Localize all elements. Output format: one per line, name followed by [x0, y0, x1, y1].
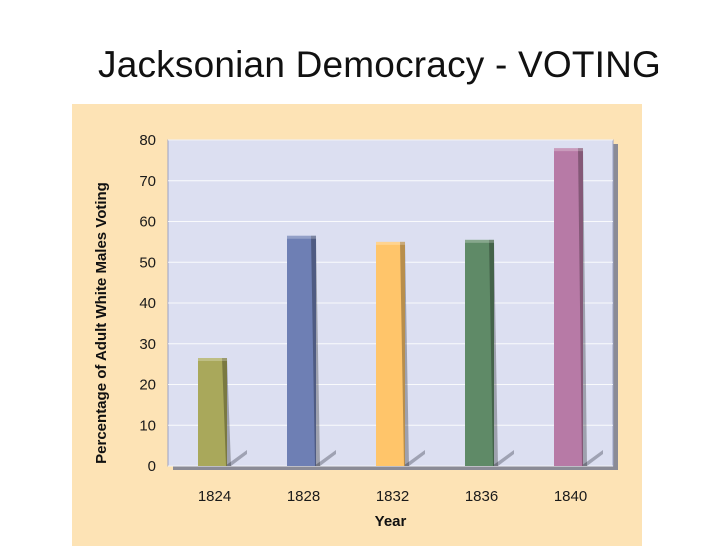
y-tick-label: 20	[139, 377, 156, 394]
bar-1828	[287, 235, 336, 466]
y-tick-label: 30	[139, 336, 156, 353]
x-tick-label: 1824	[198, 488, 231, 505]
slide-title: Jacksonian Democracy - VOTING	[98, 44, 662, 85]
bar-shadow	[314, 450, 336, 466]
bar-front	[287, 235, 316, 466]
y-tick-label: 60	[139, 214, 156, 231]
bar-edge	[222, 358, 231, 466]
bar-shadow	[492, 450, 514, 466]
x-tick-labels: 1824 1828 1832 1836 1840	[198, 488, 587, 505]
y-tick-label: 0	[148, 458, 156, 475]
x-tick-label: 1836	[465, 488, 498, 505]
bar-shadow	[225, 450, 247, 466]
bar-highlight	[376, 241, 405, 245]
bar-edge	[578, 148, 587, 466]
bar-front	[376, 241, 405, 466]
bar-1824	[198, 358, 247, 466]
bar-highlight	[287, 235, 316, 239]
chart-panel: 0 10 20 30 40 50 60 70 80 1824 1828 1832 1836 1840 Y…	[72, 104, 642, 546]
y-tick-label: 50	[139, 254, 156, 271]
bar-front	[198, 358, 227, 466]
bar-edge	[489, 239, 498, 466]
bar-highlight	[554, 148, 583, 152]
bar-front	[554, 148, 583, 466]
bar-edge	[400, 241, 409, 466]
bar-shadow	[403, 450, 425, 466]
y-tick-label: 80	[139, 132, 156, 149]
y-axis-label: Percentage of Adult White Males Voting	[93, 182, 110, 464]
y-tick-label: 40	[139, 295, 156, 312]
bars	[198, 148, 603, 466]
bar-highlight	[465, 239, 494, 243]
bar-highlight	[198, 358, 227, 362]
x-axis-label: Year	[375, 513, 407, 530]
x-tick-label: 1832	[376, 488, 409, 505]
bar-chart: 0 10 20 30 40 50 60 70 80 1824 1828 1832 1836 1840 Y…	[93, 132, 618, 530]
y-tick-label: 10	[139, 417, 156, 434]
y-tick-labels: 0 10 20 30 40 50 60 70 80	[139, 132, 156, 475]
bar-shadow	[581, 450, 603, 466]
bar-front	[465, 239, 494, 466]
bar-edge	[311, 235, 320, 466]
bar-1836	[465, 239, 514, 466]
x-tick-label: 1840	[554, 488, 587, 505]
bar-1840	[554, 148, 603, 466]
bar-1832	[376, 241, 425, 466]
y-tick-label: 70	[139, 173, 156, 190]
x-tick-label: 1828	[287, 488, 320, 505]
